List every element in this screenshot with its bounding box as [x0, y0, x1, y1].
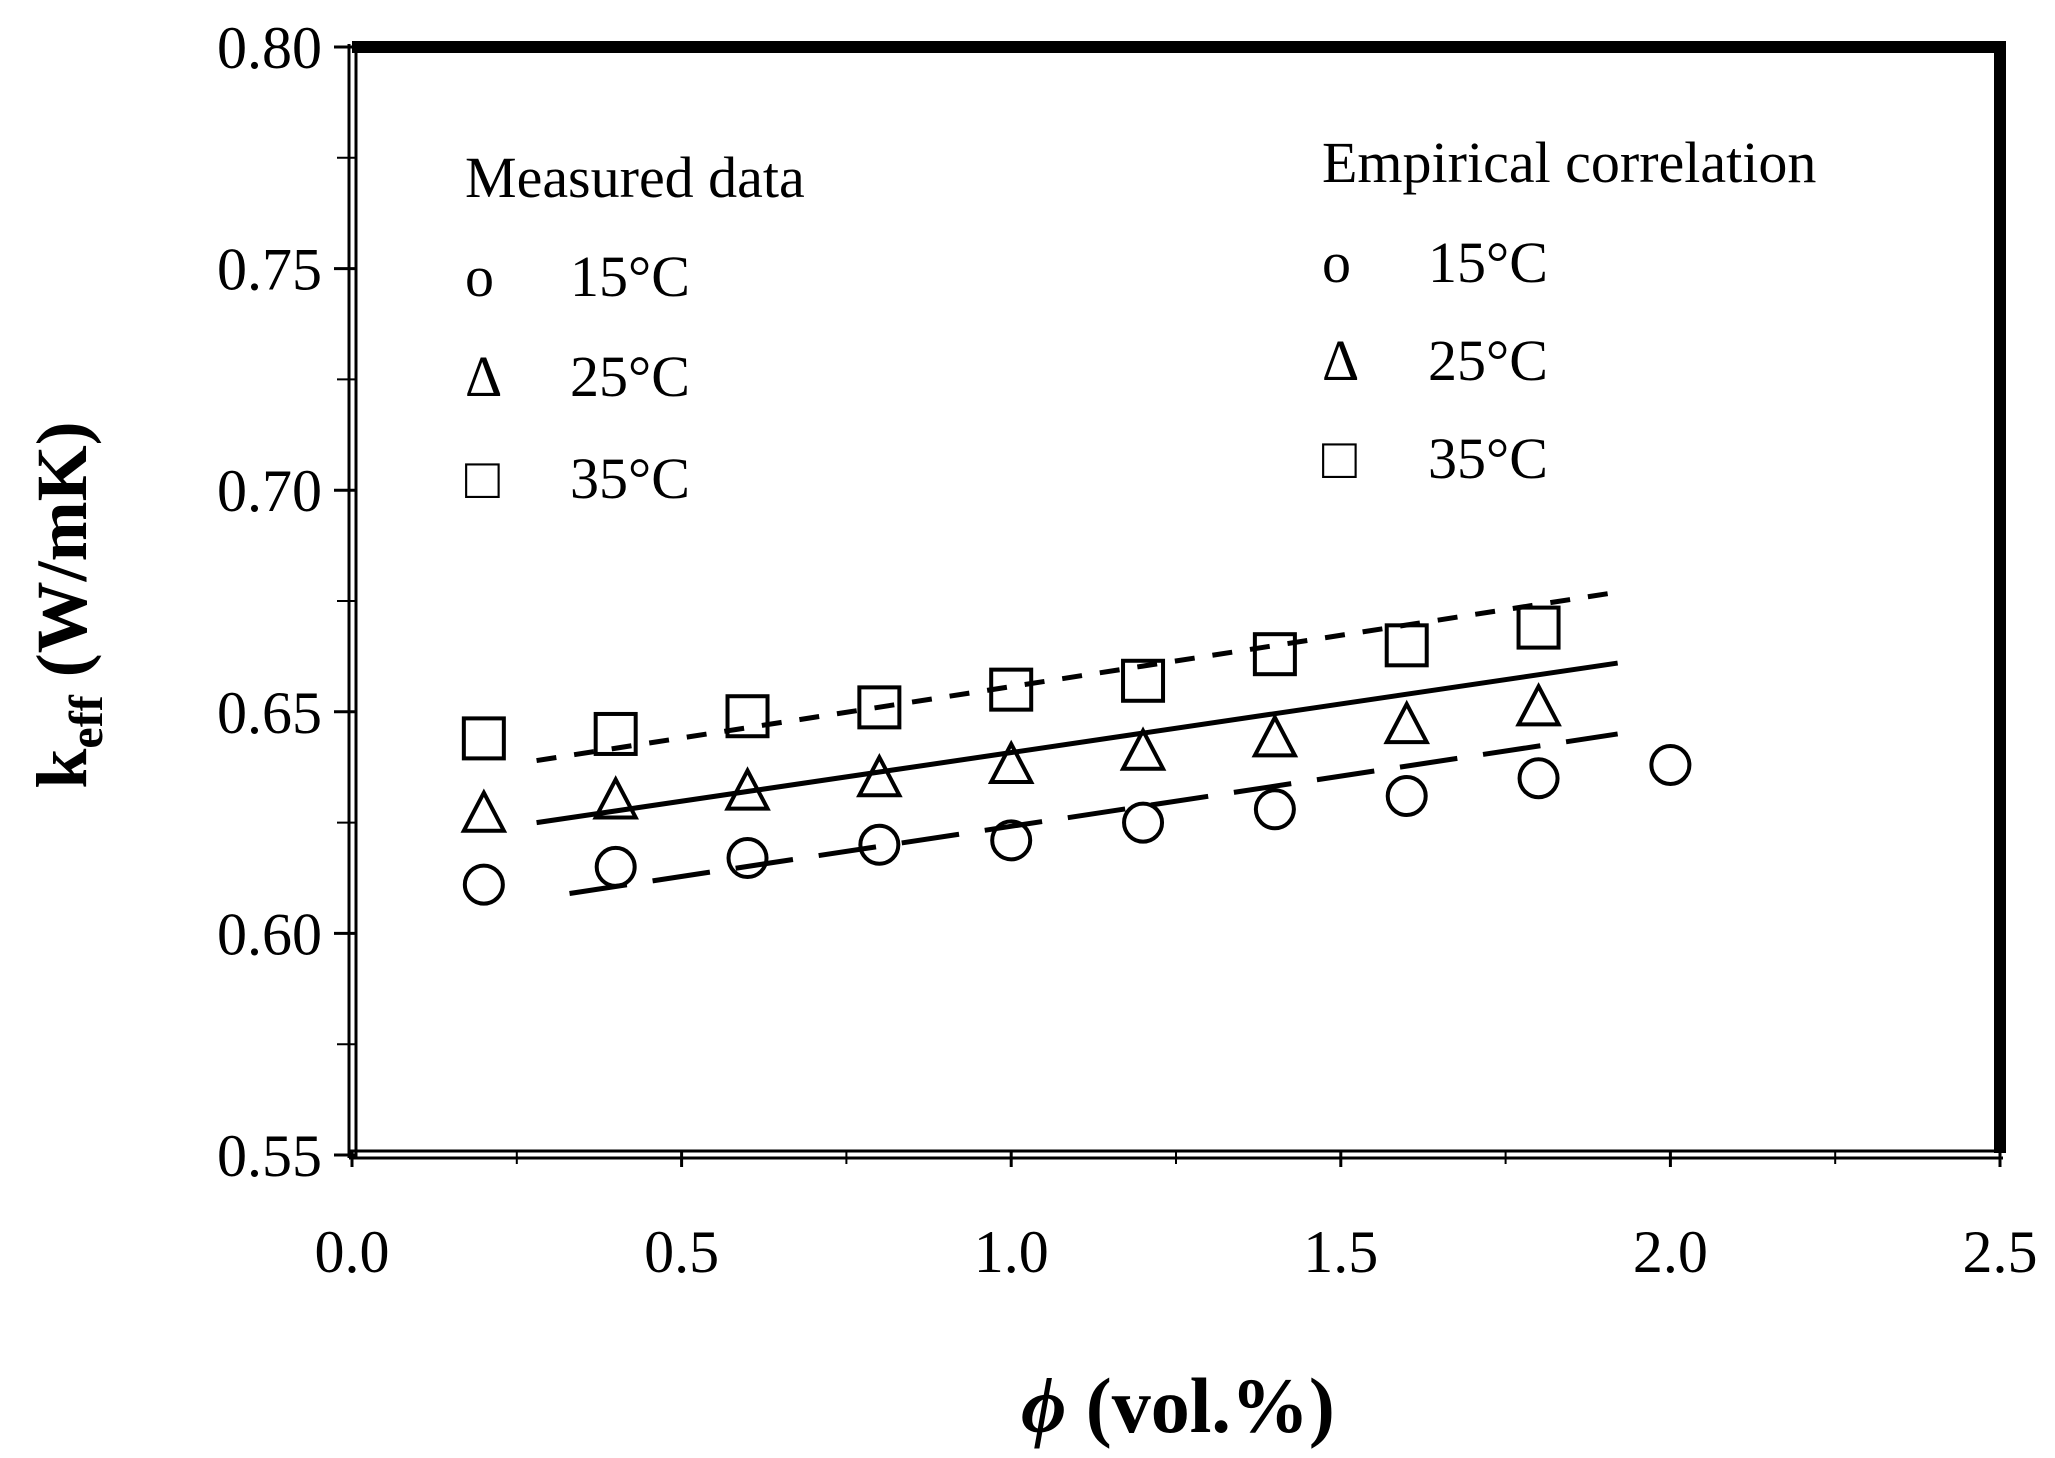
x-tick-labels: 0.0 0.5 1.0 1.5 2.0 2.5 [315, 1219, 2038, 1285]
legend-measured-label-35: 35°C [570, 446, 690, 511]
y-tick-label: 0.60 [217, 901, 322, 967]
correlation-lines [536, 589, 1619, 896]
legend-measured-symbol-15: o [465, 244, 494, 309]
legend-measured-symbol-35: □ [465, 446, 500, 511]
y-tick-label: 0.75 [217, 237, 322, 303]
legend-measured: Measured data o 15°C Δ 25°C □ 35°C [465, 145, 805, 511]
legend-correlation-symbol-15: o [1322, 230, 1351, 295]
correlation-line-35c [536, 589, 1619, 764]
measured-markers [460, 605, 1692, 906]
legend-measured-label-15: 15°C [570, 244, 690, 309]
legend-measured-symbol-25: Δ [465, 344, 502, 409]
marker-circle-15c [1517, 757, 1560, 800]
marker-square-35c [989, 667, 1034, 712]
legend-correlation-label-35: 35°C [1428, 426, 1548, 491]
legend-measured-title: Measured data [465, 145, 805, 210]
y-axis-subscript: eff [60, 694, 113, 748]
marker-triangle-25c [987, 739, 1035, 784]
x-tick-label: 2.5 [1963, 1219, 2038, 1285]
x-tick-label: 1.5 [1303, 1219, 1378, 1285]
marker-triangle-25c [460, 788, 508, 833]
y-tick-label: 0.80 [217, 15, 322, 81]
marker-triangle-25c [592, 775, 639, 820]
marker-circle-15c [1385, 775, 1428, 818]
marker-square-35c [1252, 632, 1297, 677]
marker-square-35c [725, 694, 770, 739]
marker-square-35c [1516, 605, 1561, 650]
legend-correlation-title: Empirical correlation [1322, 130, 1816, 195]
marker-circle-15c [858, 823, 901, 866]
x-tick-label: 0.0 [315, 1219, 390, 1285]
marker-triangle-25c [724, 766, 771, 811]
x-axis-title: ϕ (vol.%) [1021, 1362, 1335, 1449]
y-tick-label: 0.65 [217, 680, 322, 746]
legend-correlation-label-25: 25°C [1428, 328, 1548, 393]
x-axis-symbol: ϕ [1021, 1362, 1066, 1449]
marker-triangle-25c [1515, 682, 1562, 727]
axis-ticks [334, 45, 2002, 1167]
marker-triangle-25c [1251, 713, 1299, 758]
x-axis-unit: (vol.%) [1066, 1362, 1335, 1449]
marker-triangle-25c [1383, 699, 1431, 745]
marker-square-35c [1384, 623, 1429, 668]
y-tick-label: 0.55 [217, 1123, 322, 1189]
y-tick-labels: 0.55 0.60 0.65 0.70 0.75 0.80 [217, 15, 322, 1189]
x-tick-label: 0.5 [644, 1219, 719, 1285]
marker-square-35c [857, 685, 902, 730]
legend-correlation-label-15: 15°C [1428, 230, 1548, 295]
y-tick-label: 0.70 [217, 458, 322, 524]
marker-circle-15c [1122, 801, 1165, 844]
legend-correlation-symbol-35: □ [1322, 426, 1357, 491]
marker-square-35c [461, 716, 506, 761]
marker-triangle-25c [1119, 726, 1167, 771]
legend-correlation: Empirical correlation o 15°C Δ 25°C □ 35… [1322, 130, 1816, 491]
marker-circle-15c [1649, 743, 1692, 786]
marker-square-35c [1121, 658, 1166, 703]
x-tick-label: 2.0 [1633, 1219, 1708, 1285]
marker-circle-15c [726, 837, 769, 880]
marker-square-35c [593, 711, 638, 756]
marker-circle-15c [462, 863, 505, 906]
legend-measured-label-25: 25°C [570, 344, 690, 409]
x-tick-label: 1.0 [974, 1219, 1049, 1285]
correlation-line-15c [569, 731, 1619, 896]
legend-correlation-symbol-25: Δ [1322, 328, 1359, 393]
y-axis-title: keff (W/mK) [22, 421, 113, 788]
marker-circle-15c [594, 845, 637, 888]
y-axis-symbol: k [22, 749, 102, 789]
marker-circle-15c [990, 819, 1033, 862]
y-axis-unit: (W/mK) [22, 421, 102, 695]
marker-circle-15c [1253, 788, 1296, 831]
correlation-line-25c [536, 660, 1619, 826]
marker-triangle-25c [856, 752, 903, 798]
